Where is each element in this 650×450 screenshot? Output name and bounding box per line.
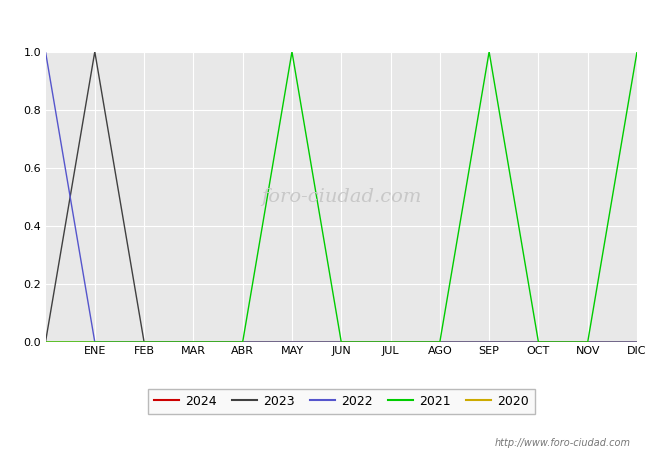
Text: Matriculaciones de Vehiculos en Cañizar: Matriculaciones de Vehiculos en Cañizar <box>158 14 492 33</box>
Text: http://www.foro-ciudad.com: http://www.foro-ciudad.com <box>495 438 630 448</box>
Text: foro-ciudad.com: foro-ciudad.com <box>261 188 421 206</box>
Legend: 2024, 2023, 2022, 2021, 2020: 2024, 2023, 2022, 2021, 2020 <box>148 389 535 414</box>
